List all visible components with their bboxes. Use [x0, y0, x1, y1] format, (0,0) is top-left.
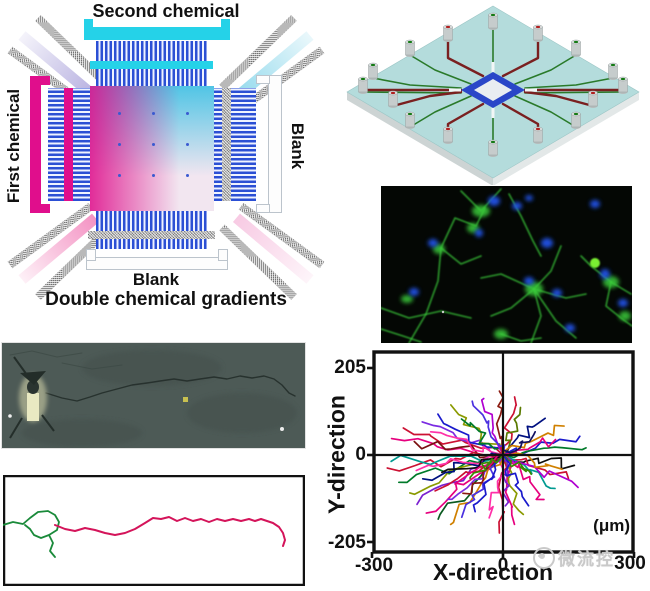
first-chemical-feed-bar [64, 88, 73, 201]
y-tick-0: 0 [355, 444, 366, 465]
first-chemical-side-label: First chemical [4, 88, 23, 204]
neurite-trace-panel [3, 475, 305, 586]
chip-3d-illustration [346, 5, 640, 185]
watermark-text: 微流控 [558, 550, 615, 569]
x-tick-300: 300 [614, 553, 646, 574]
x-tick-0: 0 [497, 555, 509, 576]
gradient-observation-dot [152, 143, 155, 146]
gradient-observation-dot [118, 143, 121, 146]
microchannel-array-bottom [96, 239, 207, 249]
watermark: 微流控 [533, 545, 615, 570]
fluorescence-micrograph [381, 186, 632, 343]
gradient-observation-dot [118, 112, 121, 115]
second-chemical-feed-bar [90, 61, 213, 69]
blank-outlet-tab [256, 204, 270, 213]
blank-outlet-bar-bottom [86, 257, 228, 270]
blank-outlet-tab [256, 75, 270, 84]
gradient-observation-dot [118, 174, 121, 177]
gradient-chip-schematic: Second chemical First chemical Blank Bla… [0, 0, 332, 318]
microchannel-array-right [214, 88, 256, 201]
unit-label: (μm) [593, 516, 630, 535]
blank-outlet-bar [268, 75, 282, 213]
schematic-caption: Double chemical gradients [45, 289, 287, 310]
x-axis-label: X-direction [432, 559, 554, 585]
first-chemical-inlet-tab [41, 76, 50, 85]
y-tick-neg205: -205 [327, 532, 366, 553]
y-tick-205: 205 [334, 357, 366, 378]
first-chemical-inlet-tab [41, 204, 50, 213]
watermark-logo-icon [533, 546, 555, 569]
blank-feed-bar [222, 88, 231, 201]
second-chemical-inlet-bar [84, 27, 230, 40]
blank-outlet-tab-bottom [218, 249, 228, 261]
phase-contrast-micrograph [1, 342, 306, 449]
blank-feed-bar-bottom [88, 231, 215, 239]
gradient-chamber [90, 86, 214, 211]
gradient-observation-dot [186, 143, 189, 146]
gradient-observation-dot [186, 174, 189, 177]
trajectory-chart [367, 350, 636, 558]
x-tick-neg300: -300 [354, 555, 394, 576]
microchannel-array-bottom [96, 211, 207, 231]
microchannel-array-top [96, 41, 207, 62]
first-chemical-inlet-bar [30, 76, 41, 213]
gradient-observation-dot [152, 174, 155, 177]
microchannel-array-top [96, 69, 207, 87]
blank-outlet-tab-bottom [86, 249, 96, 261]
blank-side-label: Blank [288, 122, 307, 170]
y-axis-label: Y-direction [323, 395, 350, 514]
gradient-observation-dot [186, 112, 189, 115]
second-chemical-inlet-tab [84, 19, 93, 28]
gradient-observation-dot [152, 112, 155, 115]
second-chemical-inlet-tab [221, 19, 230, 28]
blank-bottom-label: Blank [132, 270, 180, 289]
second-chemical-label: Second chemical [92, 1, 240, 21]
